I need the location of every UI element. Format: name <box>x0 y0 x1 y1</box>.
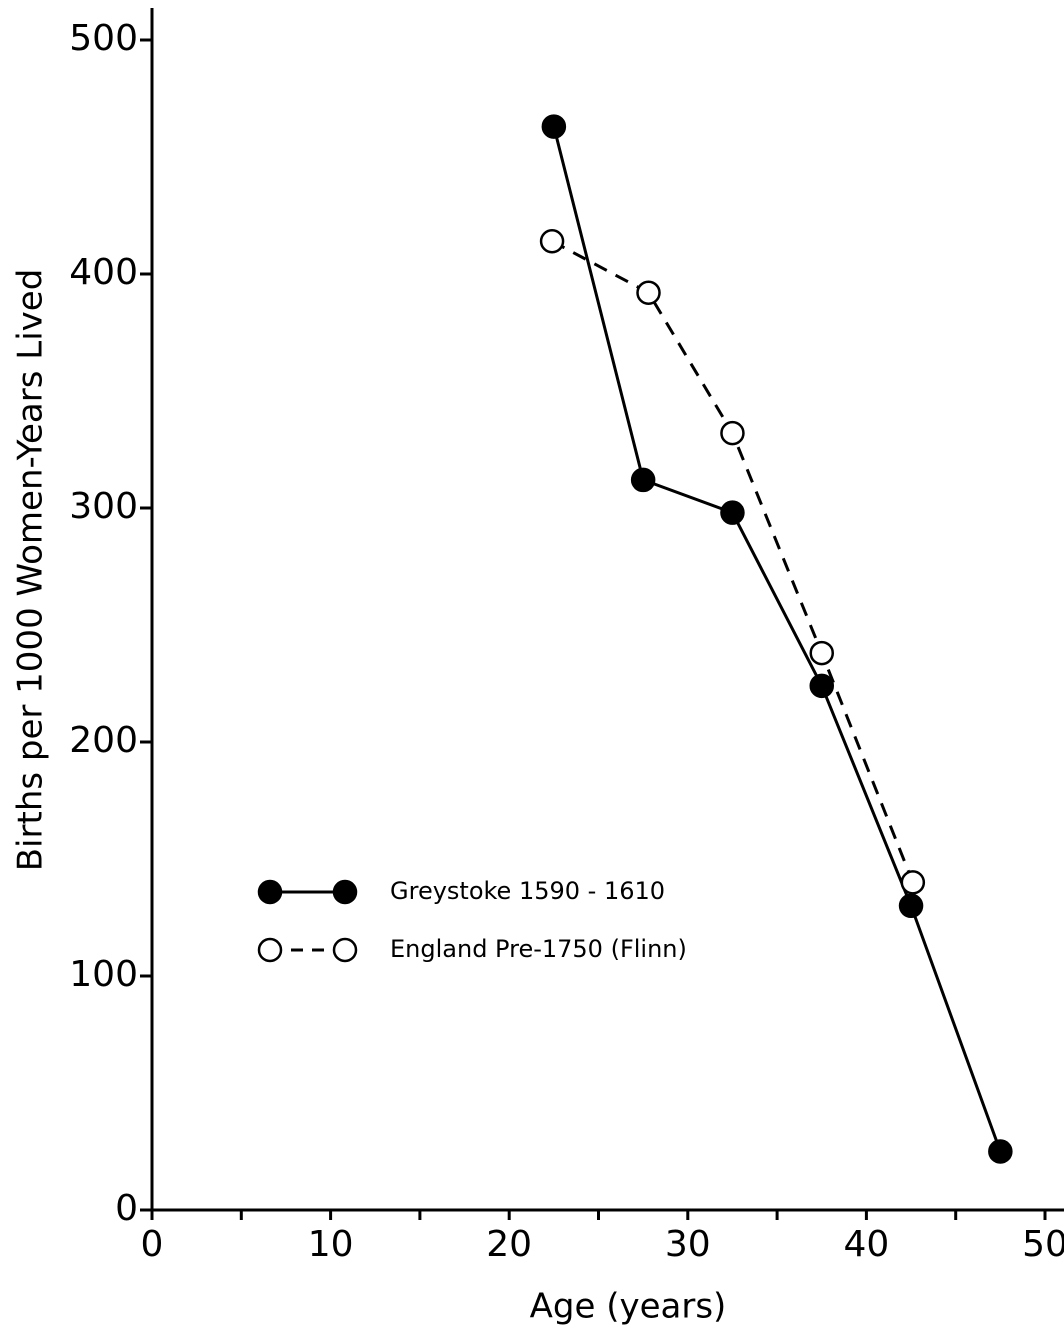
legend-marker <box>332 879 358 905</box>
marker <box>900 870 926 895</box>
marker <box>630 467 656 493</box>
x-tick-label: 50 <box>1022 1224 1064 1265</box>
x-tick-label: 20 <box>486 1224 532 1265</box>
legend-marker <box>332 937 358 963</box>
y-axis-label: Births per 1000 Women-Years Lived <box>11 269 51 872</box>
marker <box>539 228 565 254</box>
legend-label: England Pre-1750 (Flinn) <box>390 935 687 963</box>
x-tick-label: 0 <box>141 1224 164 1265</box>
x-tick-label: 10 <box>308 1224 354 1265</box>
y-tick-label: 500 <box>69 18 138 59</box>
legend-label: Greystoke 1590 - 1610 <box>390 877 665 905</box>
marker <box>541 114 567 139</box>
marker <box>720 500 745 525</box>
y-tick-label: 200 <box>69 720 138 761</box>
x-tick-label: 30 <box>665 1224 711 1265</box>
marker <box>988 1139 1013 1164</box>
marker <box>898 893 924 919</box>
y-tick-label: 400 <box>69 252 138 293</box>
marker <box>636 280 661 305</box>
x-tick-label: 40 <box>843 1224 889 1265</box>
series-line <box>552 126 1002 1153</box>
legend-marker <box>257 937 283 963</box>
y-tick-label: 100 <box>69 954 138 995</box>
y-tick-label: 0 <box>115 1188 138 1229</box>
legend-marker <box>257 879 283 905</box>
y-tick-label: 300 <box>69 486 138 527</box>
marker <box>809 673 834 699</box>
marker <box>720 420 745 446</box>
x-axis-label: Age (years) <box>530 1287 727 1327</box>
marker <box>809 640 834 666</box>
